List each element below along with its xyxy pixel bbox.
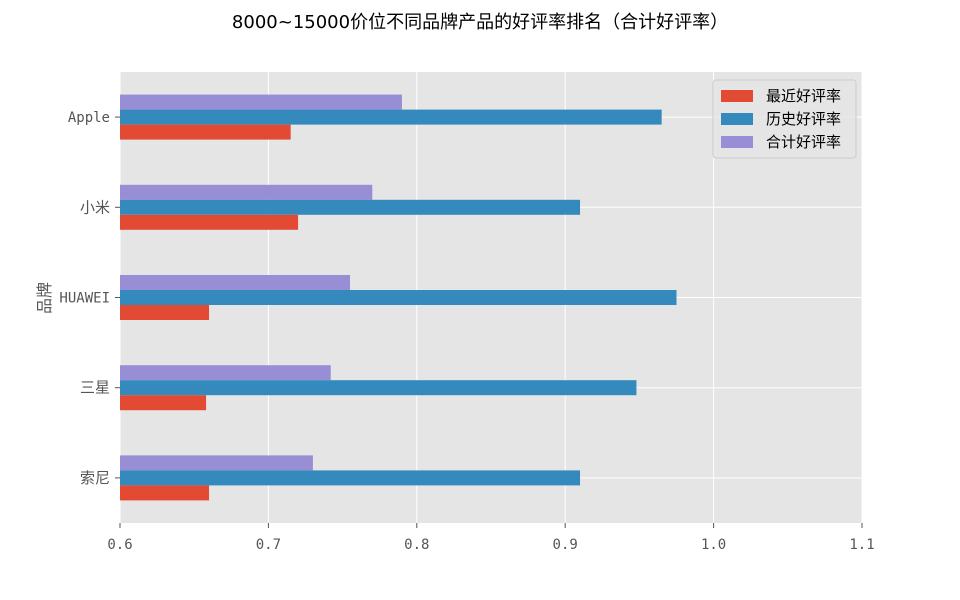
bar-索尼-最近好评率 [120,485,210,501]
x-tick-label: 1.1 [849,537,874,553]
legend-label: 最近好评率 [766,87,841,105]
legend-label: 历史好评率 [766,110,841,128]
bar-索尼-历史好评率 [120,470,581,486]
chart-title: 8000~15000价位不同品牌产品的好评率排名（合计好评率） [232,12,728,33]
bar-索尼-合计好评率 [120,455,313,471]
x-tick-label: 0.6 [107,537,132,553]
bar-HUAWEI-最近好评率 [120,305,210,320]
bar-Apple-合计好评率 [120,94,402,110]
y-tick-label: 三星 [80,379,110,397]
legend-swatch [721,90,753,102]
bar-HUAWEI-历史好评率 [120,290,677,305]
y-axis-label: 品牌 [35,282,54,314]
legend-label: 合计好评率 [766,133,841,151]
bar-三星-历史好评率 [120,380,637,396]
bar-HUAWEI-合计好评率 [120,275,351,290]
legend-swatch [721,113,753,125]
bars-group [120,94,677,501]
x-tick-label: 0.9 [553,537,578,553]
bar-小米-历史好评率 [120,199,581,215]
y-tick-label: Apple [68,110,110,126]
x-axis-ticks: 0.6 0.7 0.8 0.9 1.0 1.1 [107,523,875,553]
legend-swatch [721,136,753,148]
bar-Apple-最近好评率 [120,124,291,140]
y-tick-label: 索尼 [80,469,110,487]
bar-小米-合计好评率 [120,184,373,200]
x-tick-label: 0.7 [256,537,281,553]
x-tick-label: 0.8 [404,537,429,553]
bar-小米-最近好评率 [120,214,299,230]
bar-三星-合计好评率 [120,365,331,381]
y-tick-label: 小米 [80,198,110,216]
bar-三星-最近好评率 [120,395,207,411]
bar-Apple-历史好评率 [120,109,662,125]
x-tick-label: 1.0 [701,537,726,553]
y-tick-label: HUAWEI [59,291,110,307]
